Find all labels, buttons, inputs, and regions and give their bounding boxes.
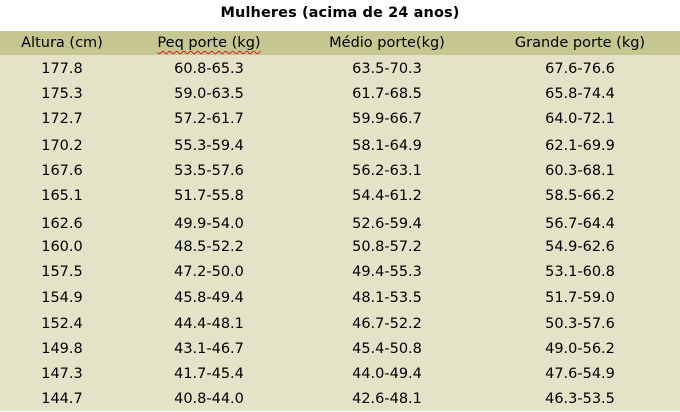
cell-grande-porte: 47.6-54.9 xyxy=(545,366,615,382)
cell-altura: 175.3 xyxy=(41,86,83,102)
cell-medio-porte: 63.5-70.3 xyxy=(352,61,422,77)
table-row: 152.4 44.4-48.1 46.7-52.2 50.3-57.6 xyxy=(0,311,680,337)
cell-grande-porte: 56.7-64.4 xyxy=(545,216,615,232)
table-row: 149.8 43.1-46.7 45.4-50.8 49.0-56.2 xyxy=(0,336,680,362)
cell-medio-porte: 46.7-52.2 xyxy=(352,316,422,332)
table-row: 167.6 53.5-57.6 56.2-63.1 60.3-68.1 xyxy=(0,158,680,184)
cell-peq-porte: 60.8-65.3 xyxy=(174,61,244,77)
cell-grande-porte: 64.0-72.1 xyxy=(545,111,615,127)
table-title: Mulheres (acima de 24 anos) xyxy=(220,5,460,21)
cell-altura: 157.5 xyxy=(41,264,83,280)
header-peq-porte: Peq porte (kg) xyxy=(124,31,294,55)
table-row: 144.7 40.8-44.0 42.6-48.1 46.3-53.5 xyxy=(0,386,680,412)
header-grande-porte: Grande porte (kg) xyxy=(514,35,646,51)
header-peq-porte-label: Peq porte (kg) xyxy=(157,35,261,51)
cell-medio-porte: 42.6-48.1 xyxy=(352,391,422,407)
cell-altura: 160.0 xyxy=(41,239,83,255)
cell-medio-porte: 52.6-59.4 xyxy=(352,216,422,232)
table-row: 160.0 48.5-52.2 50.8-57.2 54.9-62.6 xyxy=(0,234,680,260)
cell-grande-porte: 54.9-62.6 xyxy=(545,239,615,255)
cell-medio-porte: 45.4-50.8 xyxy=(352,341,422,357)
cell-grande-porte: 60.3-68.1 xyxy=(545,163,615,179)
cell-altura: 167.6 xyxy=(41,163,83,179)
table-header: Altura (cm) Peq porte (kg) Médio porte(k… xyxy=(0,31,680,55)
table-row: 165.1 51.7-55.8 54.4-61.2 58.5-66.2 xyxy=(0,183,680,209)
cell-grande-porte: 51.7-59.0 xyxy=(545,290,615,306)
cell-medio-porte: 49.4-55.3 xyxy=(352,264,422,280)
cell-medio-porte: 44.0-49.4 xyxy=(352,366,422,382)
table-row: 177.8 60.8-65.3 63.5-70.3 67.6-76.6 xyxy=(0,56,680,82)
cell-peq-porte: 45.8-49.4 xyxy=(174,290,244,306)
cell-grande-porte: 58.5-66.2 xyxy=(545,188,615,204)
cell-altura: 172.7 xyxy=(41,111,83,127)
cell-peq-porte: 55.3-59.4 xyxy=(174,138,244,154)
cell-altura: 154.9 xyxy=(41,290,83,306)
cell-medio-porte: 58.1-64.9 xyxy=(352,138,422,154)
cell-grande-porte: 67.6-76.6 xyxy=(545,61,615,77)
cell-peq-porte: 48.5-52.2 xyxy=(174,239,244,255)
cell-peq-porte: 49.9-54.0 xyxy=(174,216,244,232)
cell-grande-porte: 46.3-53.5 xyxy=(545,391,615,407)
cell-peq-porte: 53.5-57.6 xyxy=(174,163,244,179)
cell-grande-porte: 49.0-56.2 xyxy=(545,341,615,357)
cell-altura: 144.7 xyxy=(41,391,83,407)
cell-altura: 170.2 xyxy=(41,138,83,154)
cell-grande-porte: 50.3-57.6 xyxy=(545,316,615,332)
table-row: 162.6 49.9-54.0 52.6-59.4 56.7-64.4 xyxy=(0,211,680,237)
table-row: 154.9 45.8-49.4 48.1-53.5 51.7-59.0 xyxy=(0,285,680,311)
table-row: 175.3 59.0-63.5 61.7-68.5 65.8-74.4 xyxy=(0,81,680,107)
table-row: 157.5 47.2-50.0 49.4-55.3 53.1-60.8 xyxy=(0,259,680,285)
table-row: 147.3 41.7-45.4 44.0-49.4 47.6-54.9 xyxy=(0,361,680,387)
cell-altura: 162.6 xyxy=(41,216,83,232)
table-row: 170.2 55.3-59.4 58.1-64.9 62.1-69.9 xyxy=(0,133,680,159)
table-row: 172.7 57.2-61.7 59.9-66.7 64.0-72.1 xyxy=(0,106,680,132)
cell-altura: 177.8 xyxy=(41,61,83,77)
cell-peq-porte: 44.4-48.1 xyxy=(174,316,244,332)
cell-altura: 149.8 xyxy=(41,341,83,357)
cell-altura: 165.1 xyxy=(41,188,83,204)
cell-peq-porte: 51.7-55.8 xyxy=(174,188,244,204)
cell-peq-porte: 40.8-44.0 xyxy=(174,391,244,407)
cell-medio-porte: 61.7-68.5 xyxy=(352,86,422,102)
cell-peq-porte: 41.7-45.4 xyxy=(174,366,244,382)
cell-grande-porte: 53.1-60.8 xyxy=(545,264,615,280)
cell-peq-porte: 43.1-46.7 xyxy=(174,341,244,357)
cell-peq-porte: 57.2-61.7 xyxy=(174,111,244,127)
cell-medio-porte: 59.9-66.7 xyxy=(352,111,422,127)
cell-grande-porte: 65.8-74.4 xyxy=(545,86,615,102)
cell-medio-porte: 48.1-53.5 xyxy=(352,290,422,306)
cell-altura: 147.3 xyxy=(41,366,83,382)
cell-altura: 152.4 xyxy=(41,316,83,332)
header-altura: Altura (cm) xyxy=(21,35,103,51)
cell-grande-porte: 62.1-69.9 xyxy=(545,138,615,154)
cell-peq-porte: 59.0-63.5 xyxy=(174,86,244,102)
cell-peq-porte: 47.2-50.0 xyxy=(174,264,244,280)
header-medio-porte: Médio porte(kg) xyxy=(329,35,445,51)
cell-medio-porte: 56.2-63.1 xyxy=(352,163,422,179)
weight-table: Altura (cm) Peq porte (kg) Médio porte(k… xyxy=(0,31,680,411)
cell-medio-porte: 54.4-61.2 xyxy=(352,188,422,204)
cell-medio-porte: 50.8-57.2 xyxy=(352,239,422,255)
